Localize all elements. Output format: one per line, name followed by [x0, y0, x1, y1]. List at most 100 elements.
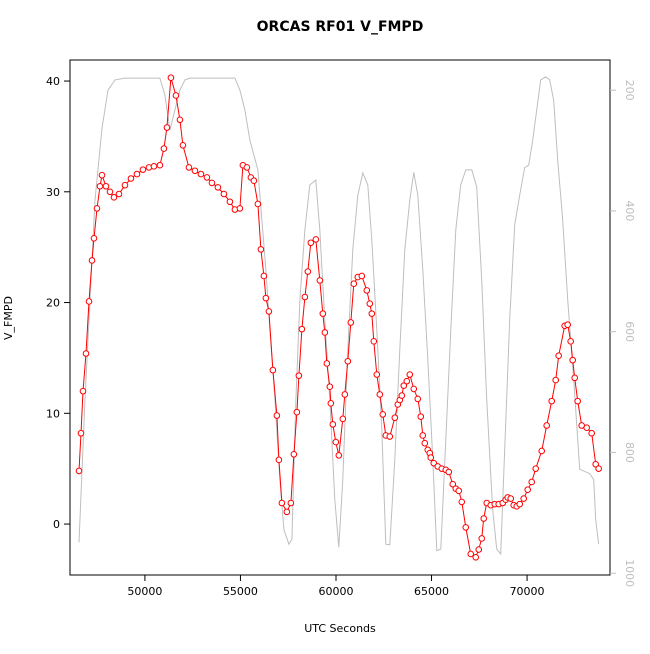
data-point: [98, 171, 106, 179]
data-point: [329, 421, 337, 428]
data-point: [250, 177, 258, 185]
data-point: [75, 467, 83, 475]
data-point: [475, 546, 483, 553]
x-tick-label: 65000: [414, 585, 449, 598]
x-tick-label: 70000: [510, 585, 545, 598]
x-tick-label: 55000: [223, 585, 258, 598]
data-point: [538, 447, 546, 455]
data-point: [406, 371, 414, 378]
data-point: [167, 74, 175, 82]
data-point: [96, 182, 104, 190]
data-point: [220, 190, 228, 198]
y2-tick-label: 1000: [623, 559, 636, 587]
data-point: [592, 460, 599, 468]
data-point: [172, 92, 180, 99]
data-point: [449, 480, 457, 488]
data-point: [569, 356, 576, 364]
y2-tick-label: 600: [623, 321, 636, 342]
data-point: [77, 429, 85, 437]
data-point: [243, 164, 251, 171]
data-point: [370, 338, 378, 345]
y-tick-label: 20: [46, 297, 60, 310]
data-point: [421, 439, 429, 447]
data-point: [110, 194, 118, 201]
data-point: [326, 383, 334, 391]
y-axis-label: V_FMPD: [2, 296, 15, 340]
data-point: [85, 298, 93, 305]
data-point: [379, 411, 387, 418]
y2-tick-label: 400: [623, 200, 636, 221]
data-point: [262, 294, 270, 302]
data-point: [595, 465, 602, 472]
data-point: [106, 188, 114, 196]
data-point: [214, 184, 222, 191]
data-point: [403, 377, 411, 385]
data-point: [410, 385, 418, 393]
data-point: [312, 236, 320, 243]
data-point: [278, 499, 286, 507]
data-point: [160, 145, 168, 152]
data-point: [366, 300, 374, 307]
data-point: [528, 478, 536, 486]
data-point: [273, 412, 281, 419]
data-point: [516, 500, 524, 508]
data-point: [398, 392, 406, 399]
data-point: [90, 235, 98, 242]
data-point: [163, 124, 171, 131]
data-point: [121, 181, 129, 189]
plot-frame: [69, 59, 611, 576]
data-point: [458, 498, 466, 506]
data-point: [295, 372, 303, 379]
data-point: [304, 268, 312, 275]
data-point: [321, 329, 329, 336]
data-point: [344, 357, 352, 365]
data-point: [417, 413, 425, 420]
data-point: [327, 400, 335, 407]
data-point: [520, 495, 528, 502]
data-point: [191, 167, 199, 175]
data-point: [373, 371, 381, 378]
data-point: [467, 550, 475, 558]
data-point: [208, 179, 216, 187]
data-point: [350, 280, 358, 288]
data-point: [115, 190, 123, 198]
data-point: [323, 360, 331, 367]
x-tick-label: 60000: [318, 585, 353, 598]
chart-title: ORCAS RF01 V_FMPD: [257, 19, 424, 35]
data-point: [203, 174, 211, 181]
y-tick-label: 40: [46, 75, 60, 88]
data-point: [335, 452, 343, 459]
data-point: [156, 161, 164, 169]
data-point: [79, 387, 87, 395]
data-point: [391, 414, 399, 422]
y-tick-label: 0: [53, 518, 60, 531]
data-point: [455, 487, 463, 495]
data-point: [347, 319, 355, 326]
data-point: [532, 465, 540, 472]
data-point: [316, 277, 324, 284]
y2-tick-label: 200: [623, 80, 636, 101]
data-point: [197, 170, 205, 178]
data-point: [133, 170, 141, 178]
data-point: [287, 499, 295, 507]
data-point: [524, 486, 532, 494]
data-point: [236, 205, 244, 212]
data-point: [445, 468, 453, 476]
data-point: [226, 198, 234, 206]
data-point: [588, 429, 595, 437]
data-point: [127, 175, 135, 182]
y-tick-label: 30: [46, 186, 60, 199]
data-point: [102, 182, 110, 190]
data-point: [254, 200, 262, 208]
data-point: [275, 456, 283, 464]
data-point: [427, 454, 435, 461]
data-point: [176, 116, 184, 124]
data-point: [567, 338, 574, 345]
data-point: [564, 321, 571, 328]
data-point: [400, 382, 408, 389]
data-point: [307, 239, 315, 247]
data-point: [150, 163, 158, 170]
data-point: [179, 141, 187, 149]
data-point: [339, 415, 347, 423]
data-point: [293, 408, 301, 416]
